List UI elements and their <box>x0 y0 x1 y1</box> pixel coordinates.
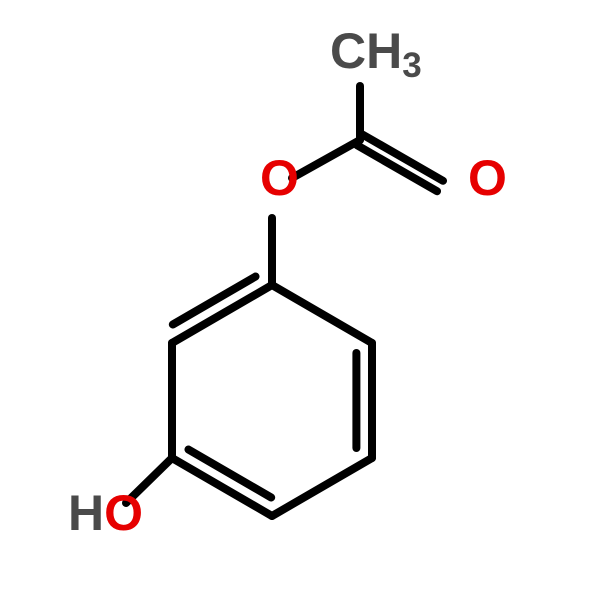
bond-ring_4_5 <box>172 450 272 516</box>
atom-label-O_ester: O <box>260 150 299 206</box>
atom-label-CH3: CH3 <box>330 23 422 85</box>
bond-ring_2_3 <box>356 343 372 458</box>
bond-ring_1_2 <box>272 285 372 343</box>
bond-ring_3_4 <box>272 458 372 516</box>
bond-c_carbonyl_to_O_double <box>357 135 443 191</box>
molecule-diagram: CH3 O O HO <box>0 0 600 600</box>
atom-label-O_carbonyl: O <box>468 150 507 206</box>
bond-ring_6_1 <box>172 277 272 343</box>
atom-label-HO: HO <box>68 485 143 541</box>
bond-c_carbonyl_to_O_ester <box>292 140 360 178</box>
